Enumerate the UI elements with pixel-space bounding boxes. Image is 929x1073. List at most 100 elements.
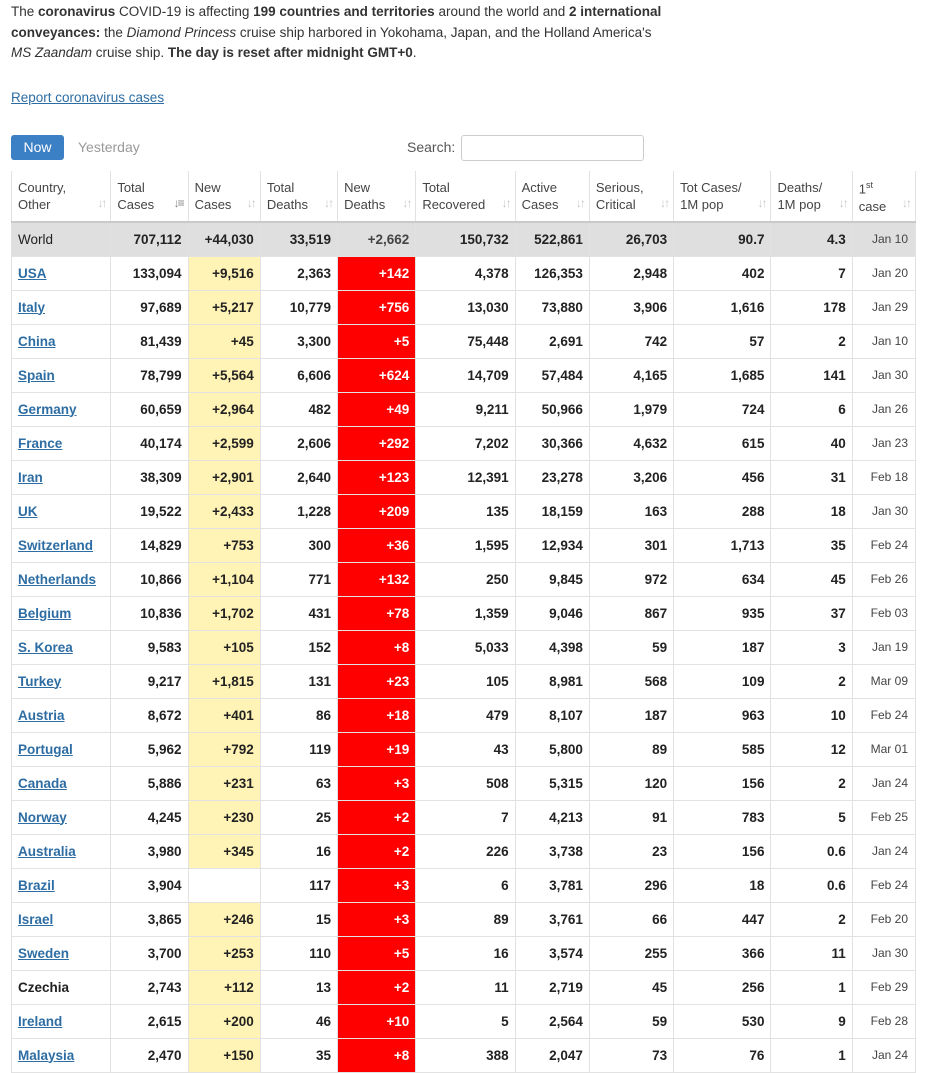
header-serious-critical[interactable]: Serious, Critical ↓↑	[588, 171, 675, 223]
serious-critical-cell: 3,906	[588, 289, 675, 325]
serious-critical-cell: 972	[588, 561, 675, 597]
cases-per-million-cell: 402	[673, 255, 772, 291]
total-recovered-cell: 226	[415, 833, 516, 869]
active-cases-cell: 12,934	[514, 527, 590, 563]
deaths-per-million-cell: 2	[770, 901, 853, 937]
serious-critical-cell: 73	[588, 1037, 675, 1073]
serious-critical-cell: 163	[588, 493, 675, 529]
country-link[interactable]: Netherlands	[18, 571, 97, 587]
total-recovered-cell: 105	[415, 663, 516, 699]
country-cell: Sweden	[10, 935, 112, 971]
header-total-recovered[interactable]: Total Recovered ↓↑	[415, 171, 516, 223]
total-recovered-cell: 135	[415, 493, 516, 529]
total-recovered-cell: 13,030	[415, 289, 516, 325]
total-deaths-cell: 771	[259, 561, 339, 597]
total-cases-cell: 78,799	[110, 357, 189, 393]
header-total-deaths[interactable]: Total Deaths ↓↑	[259, 171, 339, 223]
new-cases-cell: +105	[187, 629, 261, 665]
country-link[interactable]: Australia	[18, 843, 76, 859]
country-link[interactable]: China	[18, 333, 56, 349]
total-deaths-cell: 6,606	[259, 357, 339, 393]
total-recovered-cell: 479	[415, 697, 516, 733]
header-total-cases[interactable]: Total Cases ↓≡	[110, 171, 189, 223]
first-case-cell: Jan 26	[851, 391, 917, 427]
country-link[interactable]: Italy	[18, 299, 46, 315]
country-link[interactable]: Israel	[18, 911, 54, 927]
country-link[interactable]: Portugal	[18, 741, 73, 757]
deaths-per-million-cell: 0.6	[770, 867, 853, 903]
active-cases-cell: 8,981	[514, 663, 590, 699]
cases-table: Country, Other ↓↑ Total Cases ↓≡ New Cases ↓↑ …	[10, 171, 917, 1073]
cases-per-million-cell: 109	[673, 663, 772, 699]
header-label: Total	[117, 180, 145, 195]
country-link[interactable]: Canada	[18, 775, 67, 791]
country-link[interactable]: Switzerland	[18, 537, 94, 553]
serious-critical-cell: 187	[588, 697, 675, 733]
search-input[interactable]	[461, 135, 644, 161]
country-link[interactable]: Austria	[18, 707, 65, 723]
serious-critical-cell: 4,632	[588, 425, 675, 461]
total-recovered-cell: 14,709	[415, 357, 516, 393]
total-cases-cell: 707,112	[110, 221, 189, 257]
country-link[interactable]: Belgium	[18, 605, 72, 621]
country-link[interactable]: Germany	[18, 401, 77, 417]
table-row: Brazil 3,904 117 +3 6 3,781 296 18 0.6 Feb 24	[10, 867, 917, 903]
total-cases-cell: 3,904	[110, 867, 189, 903]
country-link[interactable]: Spain	[18, 367, 55, 383]
intro-text: cruise ship.	[92, 45, 168, 60]
deaths-per-million-cell: 6	[770, 391, 853, 427]
country-link[interactable]: S. Korea	[18, 639, 73, 655]
active-cases-cell: 9,046	[514, 595, 590, 631]
country-link[interactable]: UK	[18, 503, 38, 519]
table-row: Netherlands 10,866 +1,104 771 +132 250 9,845 97…	[10, 561, 917, 597]
new-cases-cell: +753	[187, 527, 261, 563]
header-tot-cases-per-million[interactable]: Tot Cases/1M pop ↓↑	[673, 171, 772, 223]
intro-text: The	[11, 4, 39, 19]
country-link[interactable]: Ireland	[18, 1013, 63, 1029]
first-case-cell: Jan 30	[851, 935, 917, 971]
new-cases-cell: +9,516	[187, 255, 261, 291]
tab-yesterday[interactable]: Yesterday	[78, 139, 140, 155]
active-cases-cell: 2,047	[514, 1037, 590, 1073]
country-link[interactable]: Iran	[18, 469, 43, 485]
header-label: Total	[266, 180, 295, 195]
table-row: Austria 8,672 +401 86 +18 479 8,107 187 963 10 Feb…	[10, 697, 917, 733]
first-case-cell: Feb 29	[851, 969, 917, 1005]
deaths-per-million-cell: 178	[770, 289, 853, 325]
header-label: Total	[422, 180, 450, 195]
cases-per-million-cell: 187	[673, 629, 772, 665]
active-cases-cell: 30,366	[514, 425, 590, 461]
header-active-cases[interactable]: Active Cases ↓↑	[514, 171, 590, 223]
new-deaths-cell: +23	[337, 663, 417, 699]
total-deaths-cell: 33,519	[259, 221, 339, 257]
new-deaths-cell: +2	[337, 799, 417, 835]
country-link[interactable]: Malaysia	[18, 1047, 75, 1063]
header-deaths-per-million[interactable]: Deaths/1M pop ↓↑	[770, 171, 853, 223]
total-cases-cell: 10,836	[110, 595, 189, 631]
header-new-deaths[interactable]: New Deaths ↓↑	[337, 171, 417, 223]
report-cases-link[interactable]: Report coronavirus cases	[11, 90, 165, 105]
serious-critical-cell: 867	[588, 595, 675, 631]
intro-text: around the world and	[434, 4, 570, 19]
country-link[interactable]: France	[18, 435, 63, 451]
header-label: Cases	[194, 197, 232, 212]
header-label: Cases	[117, 197, 155, 212]
cases-per-million-cell: 1,713	[673, 527, 772, 563]
deaths-per-million-cell: 2	[770, 765, 853, 801]
header-first-case[interactable]: 1st case ↓↑	[851, 171, 917, 223]
country-link[interactable]: Turkey	[18, 673, 62, 689]
new-deaths-cell: +49	[337, 391, 417, 427]
country-link[interactable]: Brazil	[18, 877, 55, 893]
header-country[interactable]: Country, Other ↓↑	[10, 171, 112, 223]
serious-critical-cell: 3,206	[588, 459, 675, 495]
country-link[interactable]: USA	[18, 265, 47, 281]
new-deaths-cell: +2	[337, 833, 417, 869]
cases-per-million-cell: 935	[673, 595, 772, 631]
deaths-per-million-cell: 35	[770, 527, 853, 563]
new-cases-cell	[187, 867, 261, 903]
country-link[interactable]: Norway	[18, 809, 67, 825]
header-new-cases[interactable]: New Cases ↓↑	[187, 171, 261, 223]
new-deaths-cell: +5	[337, 935, 417, 971]
tab-now[interactable]: Now	[11, 135, 64, 160]
country-link[interactable]: Sweden	[18, 945, 70, 961]
